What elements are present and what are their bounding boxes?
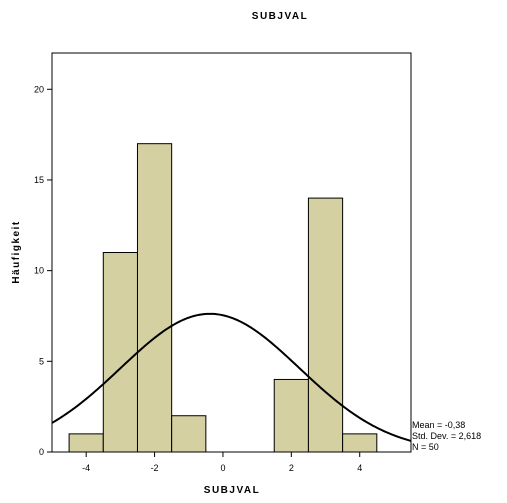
plot-frame [51, 52, 412, 453]
histogram-bar [342, 433, 378, 453]
y-axis: 0 5 10 15 20 [34, 84, 52, 457]
chart-title: SUBJVAL [252, 11, 308, 22]
x-axis: -4 -2 0 2 4 [82, 452, 362, 473]
x-tick-label: -2 [151, 463, 159, 473]
histogram-bar [273, 378, 309, 453]
y-axis-label: Häufigkeit [11, 220, 22, 283]
histogram-bars [68, 143, 378, 453]
normal-curve [51, 312, 412, 442]
y-tick-label: 5 [39, 356, 44, 366]
x-axis-label: SUBJVAL [204, 485, 260, 496]
histogram-bar [68, 433, 104, 453]
histogram-bar [307, 197, 344, 453]
stat-std-dev: Std. Dev. = 2,618 [412, 431, 481, 441]
stat-n: N = 50 [412, 442, 439, 452]
x-tick-label: -4 [82, 463, 90, 473]
y-tick-label: 15 [34, 175, 44, 185]
stat-mean: Mean = -0,38 [412, 420, 465, 430]
x-tick-label: 2 [289, 463, 294, 473]
x-tick-label: 4 [357, 463, 362, 473]
histogram-bar [171, 415, 207, 453]
histogram-bar [136, 143, 173, 453]
y-tick-label: 10 [34, 266, 44, 276]
y-tick-label: 20 [34, 84, 44, 94]
histogram-bar [102, 252, 138, 453]
y-tick-label: 0 [39, 447, 44, 457]
x-tick-label: 0 [220, 463, 225, 473]
